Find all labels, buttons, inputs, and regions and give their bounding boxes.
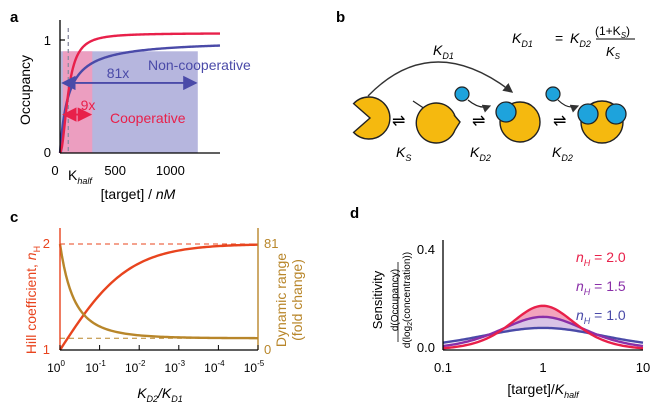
panel-letter-c: c	[10, 209, 18, 226]
x-tick-d-1: 1	[539, 360, 546, 375]
panel-letter-a: a	[10, 9, 19, 26]
step-label-kd2-1: KD2	[470, 144, 491, 163]
panel-b: b KD1 = KD2 (1+KS) KS KD1 ⇌ ⇌ ⇌ KS KD2 K…	[336, 9, 635, 163]
ligand-free-2	[545, 86, 561, 102]
svg-text:(1+KS): (1+KS)	[595, 24, 630, 40]
x-tick-c-1: 10-1	[85, 359, 106, 375]
legend-d: nH = 2.0 nH = 1.5 nH = 1.0	[576, 249, 626, 326]
y-axis-label-c-left: Hill coefficient, nH	[23, 246, 42, 354]
sensitivity-curves	[442, 304, 644, 350]
x-tick-a-0: 0	[51, 163, 58, 178]
y-tick-c-left-2: 2	[43, 236, 50, 251]
panel-a: a Occupancy 1 0 0 500 1000 Khalf [target…	[10, 9, 251, 202]
x-axis-label-a: [target] / nM	[101, 186, 176, 202]
panel-letter-b: b	[336, 9, 345, 26]
noncooperative-fold-label: 81x	[107, 65, 130, 81]
cooperative-fold-label: 9x	[81, 97, 96, 113]
y-tick-d-04: 0.4	[417, 242, 435, 257]
noncooperative-label: Non-cooperative	[148, 57, 251, 73]
ligand-bound-1	[495, 101, 517, 123]
y-tick-a-0: 0	[44, 145, 51, 160]
occupancy-curves	[58, 32, 221, 154]
y-axis-label-d-2: d(Occupancy)	[390, 269, 401, 331]
binding-arrow-1	[467, 99, 492, 113]
noncooperative-curve	[58, 44, 221, 154]
equilibrium-glyph-3: ⇌	[553, 113, 566, 130]
cooperative-curve	[58, 32, 220, 154]
x-tick-a-1000: 1000	[156, 163, 185, 178]
svg-text:KD1: KD1	[512, 30, 533, 49]
hill-coefficient-curve	[58, 243, 259, 351]
kd1-arc-label: KD1	[433, 42, 454, 61]
panel-d: d Sensitivity d(Occupancy) d(log2(concen…	[350, 205, 650, 400]
y-tick-d-00: 0.0	[417, 340, 435, 355]
x-tick-d-01: 0.1	[434, 360, 452, 375]
cooperative-label: Cooperative	[110, 110, 186, 126]
step-label-ks: KS	[396, 144, 411, 163]
ligand-bound-2	[577, 103, 599, 125]
receptor-open	[352, 96, 391, 140]
hill-and-range-curves	[58, 243, 259, 351]
ligand-bound-3	[605, 103, 627, 125]
y-axis-label-c-right-2: (fold change)	[289, 259, 305, 341]
legend-nh-1: nH = 1.0	[576, 307, 626, 326]
x-axis-label-d: [target]/Khalf	[507, 381, 580, 400]
x-ticks-c: 100 10-1 10-2 10-3 10-4 10-5	[47, 345, 265, 375]
svg-text:=: =	[555, 30, 563, 46]
x-tick-c-0: 100	[47, 359, 65, 375]
y-tick-c-left-1: 1	[43, 342, 50, 357]
shade-nh15-vs-nh1	[489, 316, 597, 335]
equilibrium-glyph-2: ⇌	[472, 113, 485, 130]
y-tick-c-right-0: 0	[264, 342, 271, 357]
sensitivity-curve-nh-1-5	[442, 315, 644, 348]
y-tick-c-right-81: 81	[264, 236, 278, 251]
dynamic-range-curve	[58, 243, 258, 340]
sensitivity-curve-nh-1	[442, 326, 644, 344]
panel-c: c Hill coefficient, nH Dynamic range (fo…	[10, 209, 305, 404]
ligand-free-1	[454, 86, 470, 102]
x-tick-d-10: 10	[636, 360, 650, 375]
sensitivity-curve-nh-2	[442, 304, 644, 350]
panel-letter-d: d	[350, 205, 359, 222]
y-axis-label-a: Occupancy	[17, 55, 33, 125]
x-tick-c-5: 10-5	[244, 359, 265, 375]
y-axis-label-d-1: Sensitivity	[370, 270, 385, 329]
x-axis-label-c: KD2/KD1	[137, 385, 183, 404]
x-tick-c-3: 10-3	[165, 359, 186, 375]
equilibrium-glyph-1: ⇌	[392, 113, 405, 130]
binding-arrow-2	[557, 99, 580, 113]
legend-nh-1-5: nH = 1.5	[576, 278, 626, 297]
x-tick-c-4: 10-4	[204, 359, 225, 375]
y-tick-a-1: 1	[44, 33, 51, 48]
receptor-state-2	[415, 102, 461, 144]
y-axis-label-c-right-1: Dynamic range	[273, 253, 289, 347]
kd1-arc-arrow	[367, 61, 514, 97]
legend-nh-2: nH = 2.0	[576, 249, 626, 268]
kd1-equation: KD1 = KD2 (1+KS) KS	[512, 24, 635, 61]
svg-text:KS: KS	[606, 44, 621, 61]
svg-text:KD2: KD2	[570, 30, 591, 49]
x-tick-c-2: 10-2	[125, 359, 146, 375]
khalf-label: Khalf	[68, 167, 93, 186]
y-axis-label-d-3: d(log2(concentration))	[402, 252, 414, 348]
step-label-kd2-2: KD2	[552, 144, 573, 163]
x-tick-a-500: 500	[104, 163, 126, 178]
